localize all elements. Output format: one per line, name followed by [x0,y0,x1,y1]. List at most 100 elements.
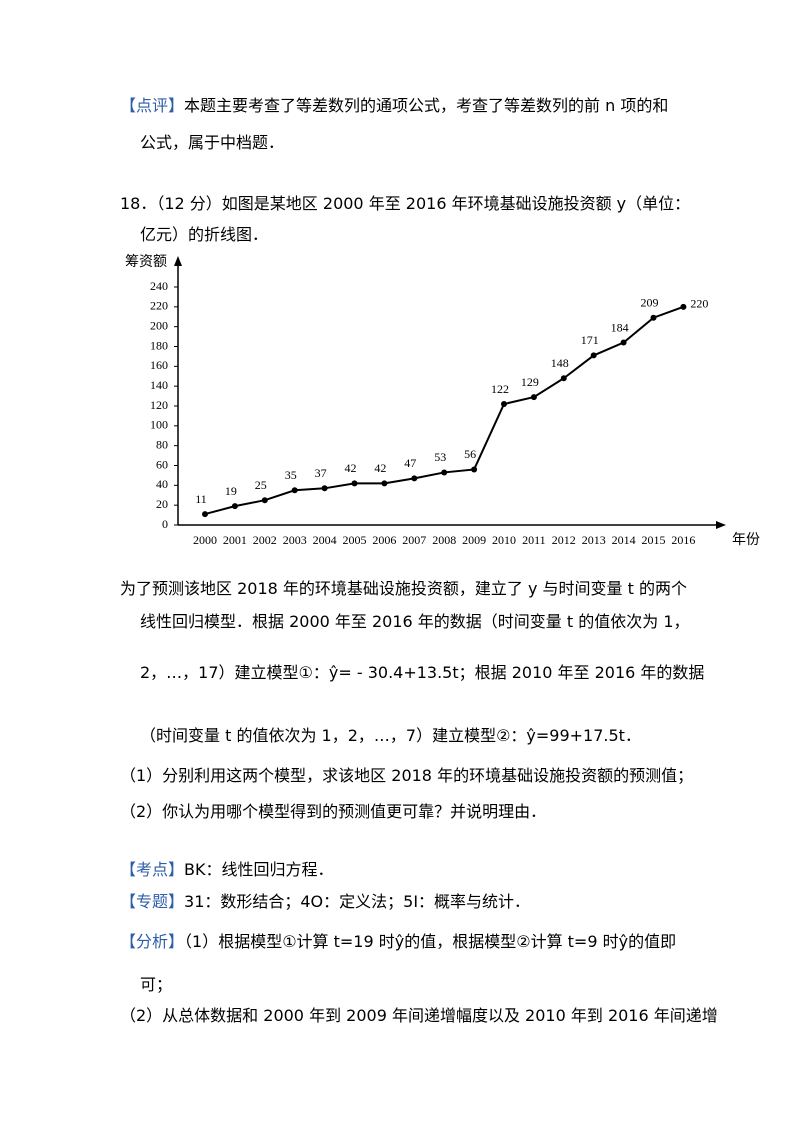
data-label: 56 [464,447,476,461]
section-tag: 【考点】 [120,860,185,879]
x-tick-label: 2016 [671,533,695,547]
y-tick-label: 240 [150,279,168,293]
x-tick-label: 2011 [522,533,546,547]
y-tick-label: 160 [150,358,168,372]
y-tick-label: 60 [156,457,168,471]
data-point [471,466,478,473]
y-tick-label: 0 [162,517,168,531]
data-point [411,475,418,482]
data-point [680,303,687,310]
x-tick-label: 2014 [612,533,636,547]
text-line: 亿元）的折线图． [140,224,268,246]
data-label: 220 [690,297,708,311]
y-tick-label: 20 [156,497,168,511]
x-tick-label: 2003 [283,533,307,547]
y-axis-arrow [174,256,182,266]
data-label: 42 [345,461,357,475]
x-tick-label: 2013 [582,533,606,547]
data-line [204,305,684,516]
text-line: 2，…，17）建立模型①：ŷ= - 30.4+13.5t；根据 2010 年至 … [140,662,704,684]
x-tick-label: 2002 [253,533,277,547]
text-line: 可； [140,974,172,996]
data-label: 11 [195,492,207,506]
y-tick-label: 120 [150,398,168,412]
y-tick-label: 40 [156,477,168,491]
data-point [381,480,388,487]
line-text: 18．（12 分）如图是某地区 2000 年至 2016 年环境基础设施投资额 … [120,194,691,213]
x-tick-label: 2010 [492,533,516,547]
chart: 筹资额 年份 0 20 40 60 80 100 120 140 160 180 200 220 240… [125,253,760,548]
text-line: 为了预测该地区 2018 年的环境基础设施投资额，建立了 y 与时间变量 t 的… [120,578,687,600]
data-label: 171 [581,333,599,347]
x-tick-label: 2012 [552,533,576,547]
line-text: （2）你认为用哪个模型得到的预测值更可靠？并说明理由． [120,802,547,821]
y-tick-label: 200 [150,318,168,332]
line-text: （2）从总体数据和 2000 年到 2009 年间递增幅度以及 2010 年到 … [120,1006,718,1025]
x-tick-label: 2001 [223,533,247,547]
data-label: 129 [521,375,539,389]
line-text: 公式，属于中档题． [140,133,285,152]
data-label: 25 [255,478,267,492]
data-label: 19 [225,484,237,498]
data-label: 184 [611,320,629,334]
text-line: 【分析】（1）根据模型①计算 t=19 时ŷ的值，根据模型②计算 t=9 时ŷ的… [120,931,676,953]
y-tick-label: 100 [150,418,168,432]
data-point [441,469,448,476]
data-point [351,480,358,487]
y-tick-label: 80 [156,437,168,451]
y-tick-label: 180 [150,338,168,352]
text-line: （时间变量 t 的值依次为 1，2，…，7）建立模型②：ŷ=99+17.5t． [140,725,641,747]
text-line: 【专题】31：数形结合；4O：定义法；5I：概率与统计． [120,891,530,913]
data-label: 37 [315,466,327,480]
text-line: 线性回归模型．根据 2000 年至 2016 年的数据（时间变量 t 的值依次为… [140,611,690,633]
line-text: （1）根据模型①计算 t=19 时ŷ的值，根据模型②计算 t=9 时ŷ的值即 [184,932,677,951]
data-point [231,503,238,510]
section-tag: 【点评】 [120,96,185,115]
x-axis-arrow [716,521,726,529]
data-label: 122 [491,382,509,396]
x-axis-title: 年份 [732,532,760,548]
data-label: 47 [404,456,416,470]
line-text: BK：线性回归方程． [184,860,334,879]
data-label: 35 [285,468,297,482]
data-point [321,485,328,492]
line-text: （1）分别利用这两个模型，求该地区 2018 年的环境基础设施投资额的预测值； [120,766,694,785]
text-line: 【点评】本题主要考查了等差数列的通项公式，考查了等差数列的前 n 项的和 [120,95,668,117]
data-point [560,375,567,382]
line-text: 本题主要考查了等差数列的通项公式，考查了等差数列的前 n 项的和 [184,96,669,115]
data-label: 53 [434,450,446,464]
x-tick-label: 2005 [343,533,367,547]
x-tick-label: 2015 [642,533,666,547]
y-axis-title: 筹资额 [125,253,167,270]
x-tick-label: 2008 [432,533,456,547]
data-point [501,401,507,408]
data-point [291,487,298,494]
line-text: 亿元）的折线图． [140,225,269,244]
y-tick-label: 140 [150,378,168,392]
data-point [202,511,208,518]
data-label: 209 [641,295,659,309]
text-line: 【考点】BK：线性回归方程． [120,859,334,881]
text-line: （2）从总体数据和 2000 年到 2009 年间递增幅度以及 2010 年到 … [120,1005,718,1027]
line-text: 线性回归模型．根据 2000 年至 2016 年的数据（时间变量 t 的值依次为… [140,612,690,631]
data-point [261,497,268,504]
data-label: 148 [551,356,569,370]
line-text: 2，…，17）建立模型①：ŷ= - 30.4+13.5t；根据 2010 年至 … [140,663,705,682]
data-label: 42 [374,461,386,475]
section-tag: 【专题】 [120,892,185,911]
text-line: （2）你认为用哪个模型得到的预测值更可靠？并说明理由． [120,801,546,823]
line-text: 可； [140,975,173,994]
section-tag: 【分析】 [120,932,185,951]
data-point [620,339,627,346]
data-point [530,394,537,401]
text-line: 公式，属于中档题． [140,132,284,154]
x-tick-label: 2000 [193,533,217,547]
x-tick-label: 2007 [402,533,426,547]
data-point [590,352,597,359]
y-tick-label: 220 [150,299,168,313]
x-tick-label: 2004 [313,533,337,547]
x-tick-label: 2009 [462,533,486,547]
line-text: 31：数形结合；4O：定义法；5I：概率与统计． [184,892,531,911]
data-point [650,314,657,321]
